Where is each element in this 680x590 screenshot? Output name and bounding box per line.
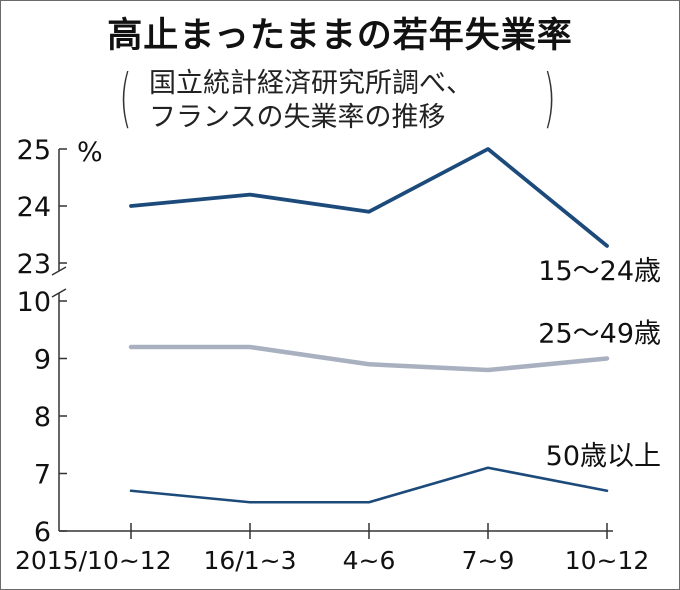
subtitle-line-2: フランスの失業率の推移 xyxy=(149,102,446,133)
axis-break-marker xyxy=(51,266,67,298)
y-tick-label: 8 xyxy=(34,402,51,433)
y-tick-label: 25 xyxy=(17,135,51,166)
series-labels: 15～24歳 25～49歳 50歳以上 xyxy=(538,256,661,472)
series-line xyxy=(129,466,609,504)
series-label: 50歳以上 xyxy=(546,441,661,472)
axis-break-stroke xyxy=(51,288,67,298)
y-tick-label: 24 xyxy=(17,192,51,223)
series-lines xyxy=(128,147,610,504)
x-tick-label: 2015/10~12 xyxy=(15,546,172,575)
chart-title: 高止まったままの若年失業率 xyxy=(107,16,573,56)
series-label: 15～24歳 xyxy=(538,256,661,287)
x-tick-label: 7~9 xyxy=(462,546,515,575)
series-line xyxy=(129,147,609,248)
x-tick-label: 10~12 xyxy=(565,546,650,575)
axis-break-stroke xyxy=(51,266,67,276)
y-tick-label: 10 xyxy=(17,287,51,318)
series-label: 25～49歳 xyxy=(538,319,661,350)
y-tick-label: 23 xyxy=(17,249,51,280)
subtitle-open-paren: ( xyxy=(119,62,132,136)
y-tick-label: 6 xyxy=(34,517,51,548)
x-tick-label: 4~6 xyxy=(343,546,396,575)
y-tick-label: 7 xyxy=(34,460,51,491)
subtitle-close-paren: ) xyxy=(543,62,556,136)
axis-ticks: 23 24 25 6 7 8 9 10 2015/10~12 16/1~3 4~6 7~9 10~12 xyxy=(15,135,649,575)
y-tick-label: 9 xyxy=(34,345,51,376)
x-tick-label: 16/1~3 xyxy=(204,546,297,575)
series-line xyxy=(128,344,610,373)
y-axis-unit: % xyxy=(77,137,103,168)
chart-subtitle: 国立統計経済研究所調べ、 フランスの失業率の推移 xyxy=(149,67,473,135)
subtitle-line-1: 国立統計経済研究所調べ、 xyxy=(149,68,473,99)
